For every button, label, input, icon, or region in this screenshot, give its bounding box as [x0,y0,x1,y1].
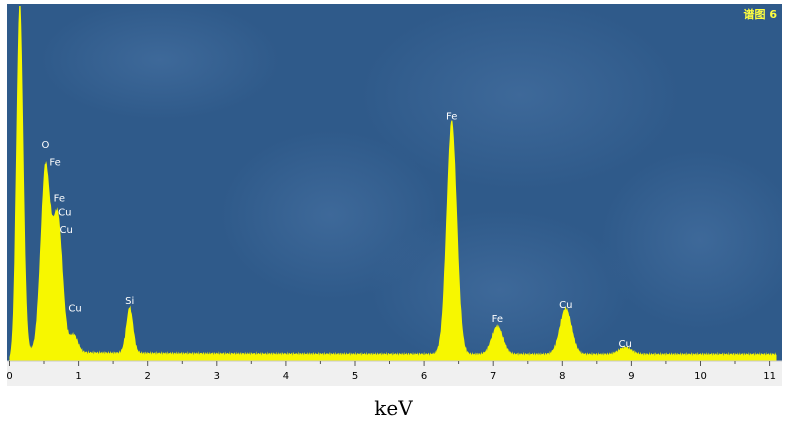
peak-label-fe-8: Fe [492,314,503,325]
peak-label-fe-2: Fe [54,193,65,204]
x-tick-label: 1 [75,371,81,382]
peak-label-o-0: O [41,140,49,151]
x-axis-ticks: 0 1 2 3 4 5 6 7 8 9 10 11 [6,361,776,382]
peak-label-cu-9: Cu [559,300,572,311]
peak-label-cu-10: Cu [619,339,632,350]
x-tick-label: 10 [694,371,707,382]
peak-label-fe-7: Fe [446,112,457,123]
peak-label-cu-5: Cu [68,303,81,314]
peak-label-cu-4: Cu [60,225,73,236]
x-tick-label: 5 [352,371,358,382]
x-axis-strip [7,361,782,386]
x-tick-label: 8 [559,371,565,382]
peak-label-fe-1: Fe [49,158,60,169]
panel-title: 谱图 6 [744,7,778,21]
peak-label-cu-3: Cu [58,208,71,219]
x-tick-label: 4 [283,371,289,382]
x-tick-label: 11 [763,371,776,382]
x-tick-label: 0 [6,371,12,382]
x-tick-label: 7 [490,371,496,382]
x-tick-label: 2 [145,371,151,382]
x-tick-label: 3 [214,371,220,382]
background-texture [40,4,782,361]
peak-label-si-6: Si [125,296,134,307]
x-tick-label: 6 [421,371,427,382]
x-tick-label: 9 [628,371,634,382]
x-axis-label: keV [374,396,413,420]
